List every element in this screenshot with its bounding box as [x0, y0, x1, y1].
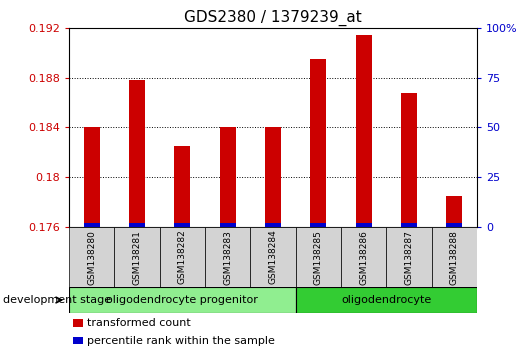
Text: GSM138281: GSM138281	[132, 230, 142, 285]
Title: GDS2380 / 1379239_at: GDS2380 / 1379239_at	[184, 9, 362, 25]
Bar	[114, 227, 160, 289]
Bar	[311, 59, 326, 227]
Bar	[341, 227, 386, 289]
Bar	[296, 287, 477, 313]
Bar	[265, 223, 281, 227]
Text: oligodendrocyte progenitor: oligodendrocyte progenitor	[107, 295, 258, 305]
Bar	[174, 223, 190, 227]
Text: oligodendrocyte: oligodendrocyte	[341, 295, 431, 305]
Bar	[296, 227, 341, 289]
Bar	[250, 227, 296, 289]
Text: GSM138282: GSM138282	[178, 230, 187, 284]
Bar	[431, 227, 477, 289]
Bar	[129, 223, 145, 227]
Bar	[311, 223, 326, 227]
Bar	[356, 223, 372, 227]
Text: GSM138280: GSM138280	[87, 230, 96, 285]
Bar	[174, 146, 190, 227]
Bar	[401, 223, 417, 227]
Text: GSM138286: GSM138286	[359, 230, 368, 285]
Text: GSM138287: GSM138287	[404, 230, 413, 285]
Bar	[84, 223, 100, 227]
Bar	[446, 223, 462, 227]
Bar	[401, 93, 417, 227]
Bar	[73, 319, 83, 327]
Text: percentile rank within the sample: percentile rank within the sample	[87, 336, 275, 346]
Bar	[446, 195, 462, 227]
Text: transformed count: transformed count	[87, 318, 191, 328]
Bar	[69, 287, 296, 313]
Bar	[84, 127, 100, 227]
Bar	[219, 127, 235, 227]
Text: development stage: development stage	[3, 295, 111, 305]
Bar	[219, 223, 235, 227]
Text: GSM138285: GSM138285	[314, 230, 323, 285]
Bar	[265, 127, 281, 227]
Bar	[73, 337, 83, 344]
Text: GSM138284: GSM138284	[269, 230, 277, 284]
Bar	[386, 227, 431, 289]
Bar	[69, 227, 114, 289]
Bar	[205, 227, 250, 289]
Bar	[356, 34, 372, 227]
Bar	[160, 227, 205, 289]
Text: GSM138288: GSM138288	[450, 230, 459, 285]
Text: GSM138283: GSM138283	[223, 230, 232, 285]
Bar	[129, 80, 145, 227]
